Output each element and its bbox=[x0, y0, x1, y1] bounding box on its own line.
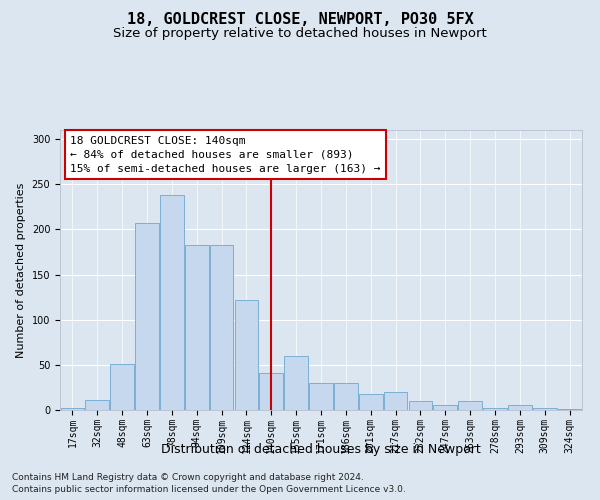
Bar bbox=[533, 408, 557, 410]
Bar bbox=[235, 300, 258, 410]
Text: Distribution of detached houses by size in Newport: Distribution of detached houses by size … bbox=[161, 442, 481, 456]
Text: Contains public sector information licensed under the Open Government Licence v3: Contains public sector information licen… bbox=[12, 485, 406, 494]
Text: Size of property relative to detached houses in Newport: Size of property relative to detached ho… bbox=[113, 28, 487, 40]
Bar bbox=[61, 408, 84, 410]
Bar bbox=[334, 383, 358, 410]
Bar bbox=[483, 408, 507, 410]
Bar bbox=[110, 364, 134, 410]
Bar bbox=[359, 394, 383, 410]
Y-axis label: Number of detached properties: Number of detached properties bbox=[16, 182, 26, 358]
Bar bbox=[458, 401, 482, 410]
Bar bbox=[85, 400, 109, 410]
Text: 18, GOLDCREST CLOSE, NEWPORT, PO30 5FX: 18, GOLDCREST CLOSE, NEWPORT, PO30 5FX bbox=[127, 12, 473, 28]
Bar bbox=[210, 244, 233, 410]
Bar bbox=[508, 406, 532, 410]
Bar bbox=[309, 383, 333, 410]
Bar bbox=[409, 401, 432, 410]
Text: 18 GOLDCREST CLOSE: 140sqm
← 84% of detached houses are smaller (893)
15% of sem: 18 GOLDCREST CLOSE: 140sqm ← 84% of deta… bbox=[70, 136, 381, 173]
Text: Contains HM Land Registry data © Crown copyright and database right 2024.: Contains HM Land Registry data © Crown c… bbox=[12, 472, 364, 482]
Bar bbox=[284, 356, 308, 410]
Bar bbox=[185, 244, 209, 410]
Bar bbox=[558, 409, 581, 410]
Bar bbox=[135, 223, 159, 410]
Bar bbox=[433, 404, 457, 410]
Bar bbox=[384, 392, 407, 410]
Bar bbox=[259, 373, 283, 410]
Bar bbox=[160, 195, 184, 410]
